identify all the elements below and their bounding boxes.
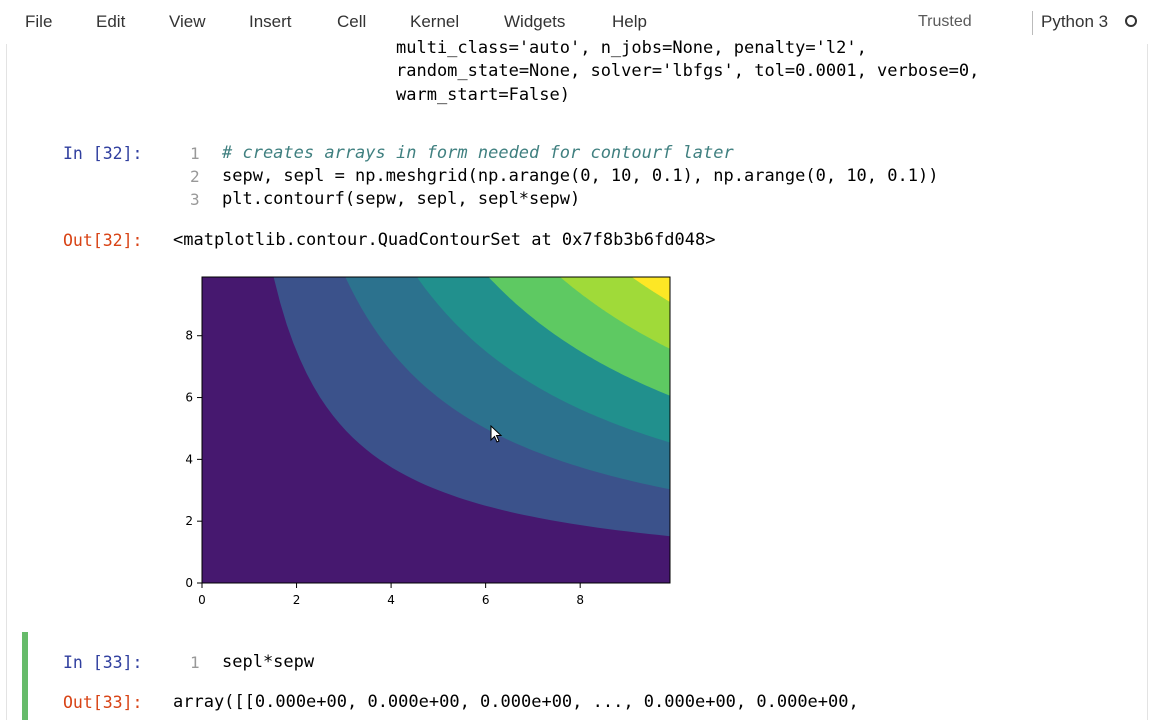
mouse-pointer-icon: [490, 425, 503, 443]
output-line: random_state=None, solver='lbfgs', tol=0…: [396, 61, 980, 81]
code-line[interactable]: sepl*sepw: [222, 652, 315, 672]
menu-help[interactable]: Help: [612, 12, 647, 31]
code-line[interactable]: sepw, sepl = np.meshgrid(np.arange(0, 10…: [222, 166, 939, 186]
contour-band: [560, 277, 670, 349]
menu-insert[interactable]: Insert: [249, 12, 292, 31]
kernel-idle-icon: [1125, 15, 1137, 27]
output-prompt: Out[33]:: [63, 693, 143, 712]
line-number: 1: [190, 653, 200, 672]
output-text: <matplotlib.contour.QuadContourSet at 0x…: [173, 230, 716, 250]
y-tick-label: 2: [185, 514, 193, 528]
code-line[interactable]: plt.contourf(sepw, sepl, sepl*sepw): [222, 189, 581, 209]
menu-view[interactable]: View: [169, 12, 206, 31]
contour-bands: [202, 277, 670, 583]
axis-ticks: 0 2 4 6 8 0 2 4 6 8: [185, 329, 584, 607]
input-prompt: In [32]:: [63, 144, 143, 163]
menu-bar: File Edit View Insert Cell Kernel Widget…: [0, 0, 1152, 44]
menu-widgets[interactable]: Widgets: [504, 12, 566, 31]
trusted-indicator[interactable]: Trusted: [918, 13, 972, 30]
menu-kernel[interactable]: Kernel: [410, 12, 460, 31]
y-tick-label: 6: [185, 391, 193, 405]
contour-band: [631, 277, 670, 302]
line-number: 1: [190, 144, 200, 163]
kernel-name[interactable]: Python 3: [1041, 12, 1109, 31]
y-tick-label: 4: [185, 452, 193, 466]
contour-plot: 0 2 4 6 8 0 2 4 6 8: [185, 276, 671, 607]
y-tick-label: 0: [185, 576, 193, 590]
x-tick-label: 0: [198, 593, 206, 607]
menu-cell[interactable]: Cell: [337, 12, 367, 31]
y-tick-label: 8: [185, 329, 193, 343]
code-line[interactable]: # creates arrays in form needed for cont…: [222, 143, 734, 163]
menu-edit[interactable]: Edit: [96, 12, 126, 31]
x-tick-label: 8: [576, 593, 584, 607]
output-text: array([[0.000e+00, 0.000e+00, 0.000e+00,…: [173, 692, 859, 712]
menu-file[interactable]: File: [25, 12, 53, 31]
x-tick-label: 2: [293, 593, 301, 607]
selected-cell-marker: [22, 632, 28, 720]
x-tick-label: 6: [482, 593, 490, 607]
output-line: multi_class='auto', n_jobs=None, penalty…: [396, 38, 867, 58]
line-number: 3: [190, 190, 200, 209]
kernel-separator: [1032, 11, 1033, 35]
x-tick-label: 4: [387, 593, 395, 607]
output-line: warm_start=False): [396, 85, 570, 105]
plot-frame: [201, 276, 671, 584]
line-number: 2: [190, 167, 200, 186]
output-prompt: Out[32]:: [63, 231, 143, 250]
input-prompt: In [33]:: [63, 653, 143, 672]
